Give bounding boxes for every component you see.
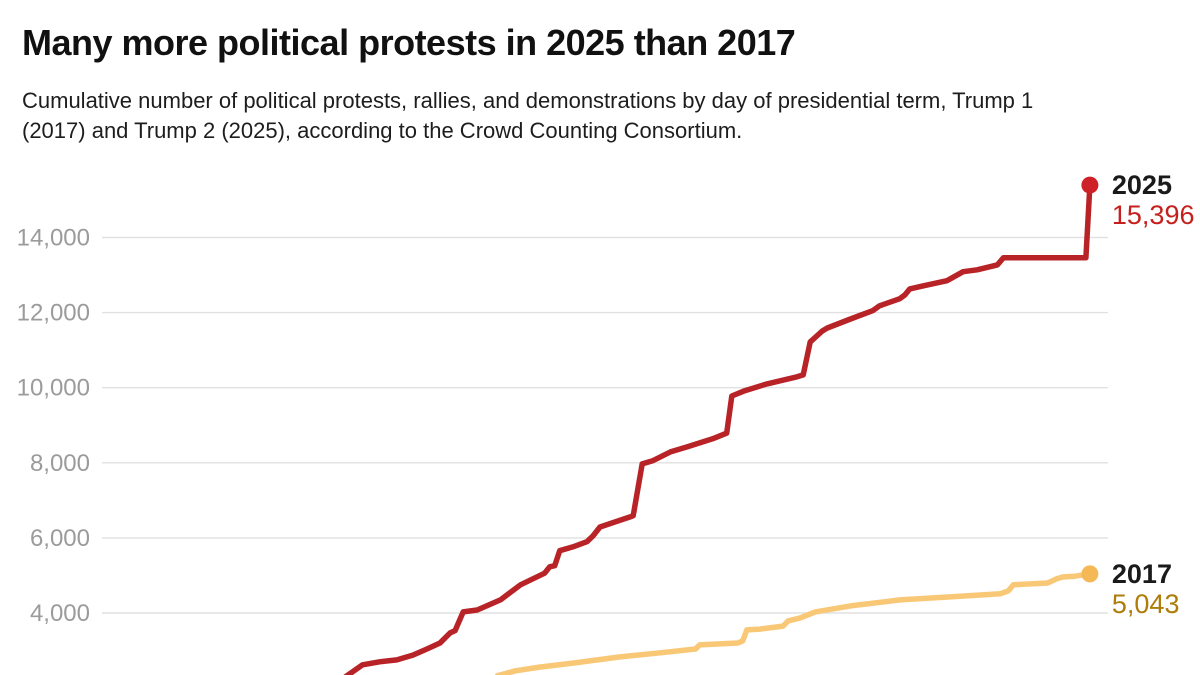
y-tick-label: 4,000 [30, 600, 90, 627]
series-final-value-2025: 15,396 [1111, 200, 1195, 231]
y-tick-label: 12,000 [17, 300, 90, 327]
series-final-value-2017: 5,043 [1111, 588, 1180, 619]
chart-title: Many more political protests in 2025 tha… [22, 22, 796, 63]
series-year-label-2025: 2025 [1111, 170, 1172, 201]
series-line-2017 [494, 571, 1093, 675]
series-year-label-2017: 2017 [1111, 558, 1172, 589]
series-dot-2025 [1081, 176, 1099, 194]
y-tick-label: 6,000 [30, 525, 90, 552]
chart-subtitle: Cumulative number of political protests,… [22, 88, 1034, 143]
series-dot-2017 [1081, 565, 1099, 583]
y-tick-label: 8,000 [30, 450, 90, 477]
y-tick-label: 10,000 [17, 375, 90, 402]
series-end-label-2017: 2017 5,043 [1112, 559, 1180, 619]
y-tick-label: 14,000 [17, 225, 90, 252]
series-end-label-2025: 2025 15,396 [1112, 170, 1195, 230]
series-line-2025 [343, 182, 1093, 675]
